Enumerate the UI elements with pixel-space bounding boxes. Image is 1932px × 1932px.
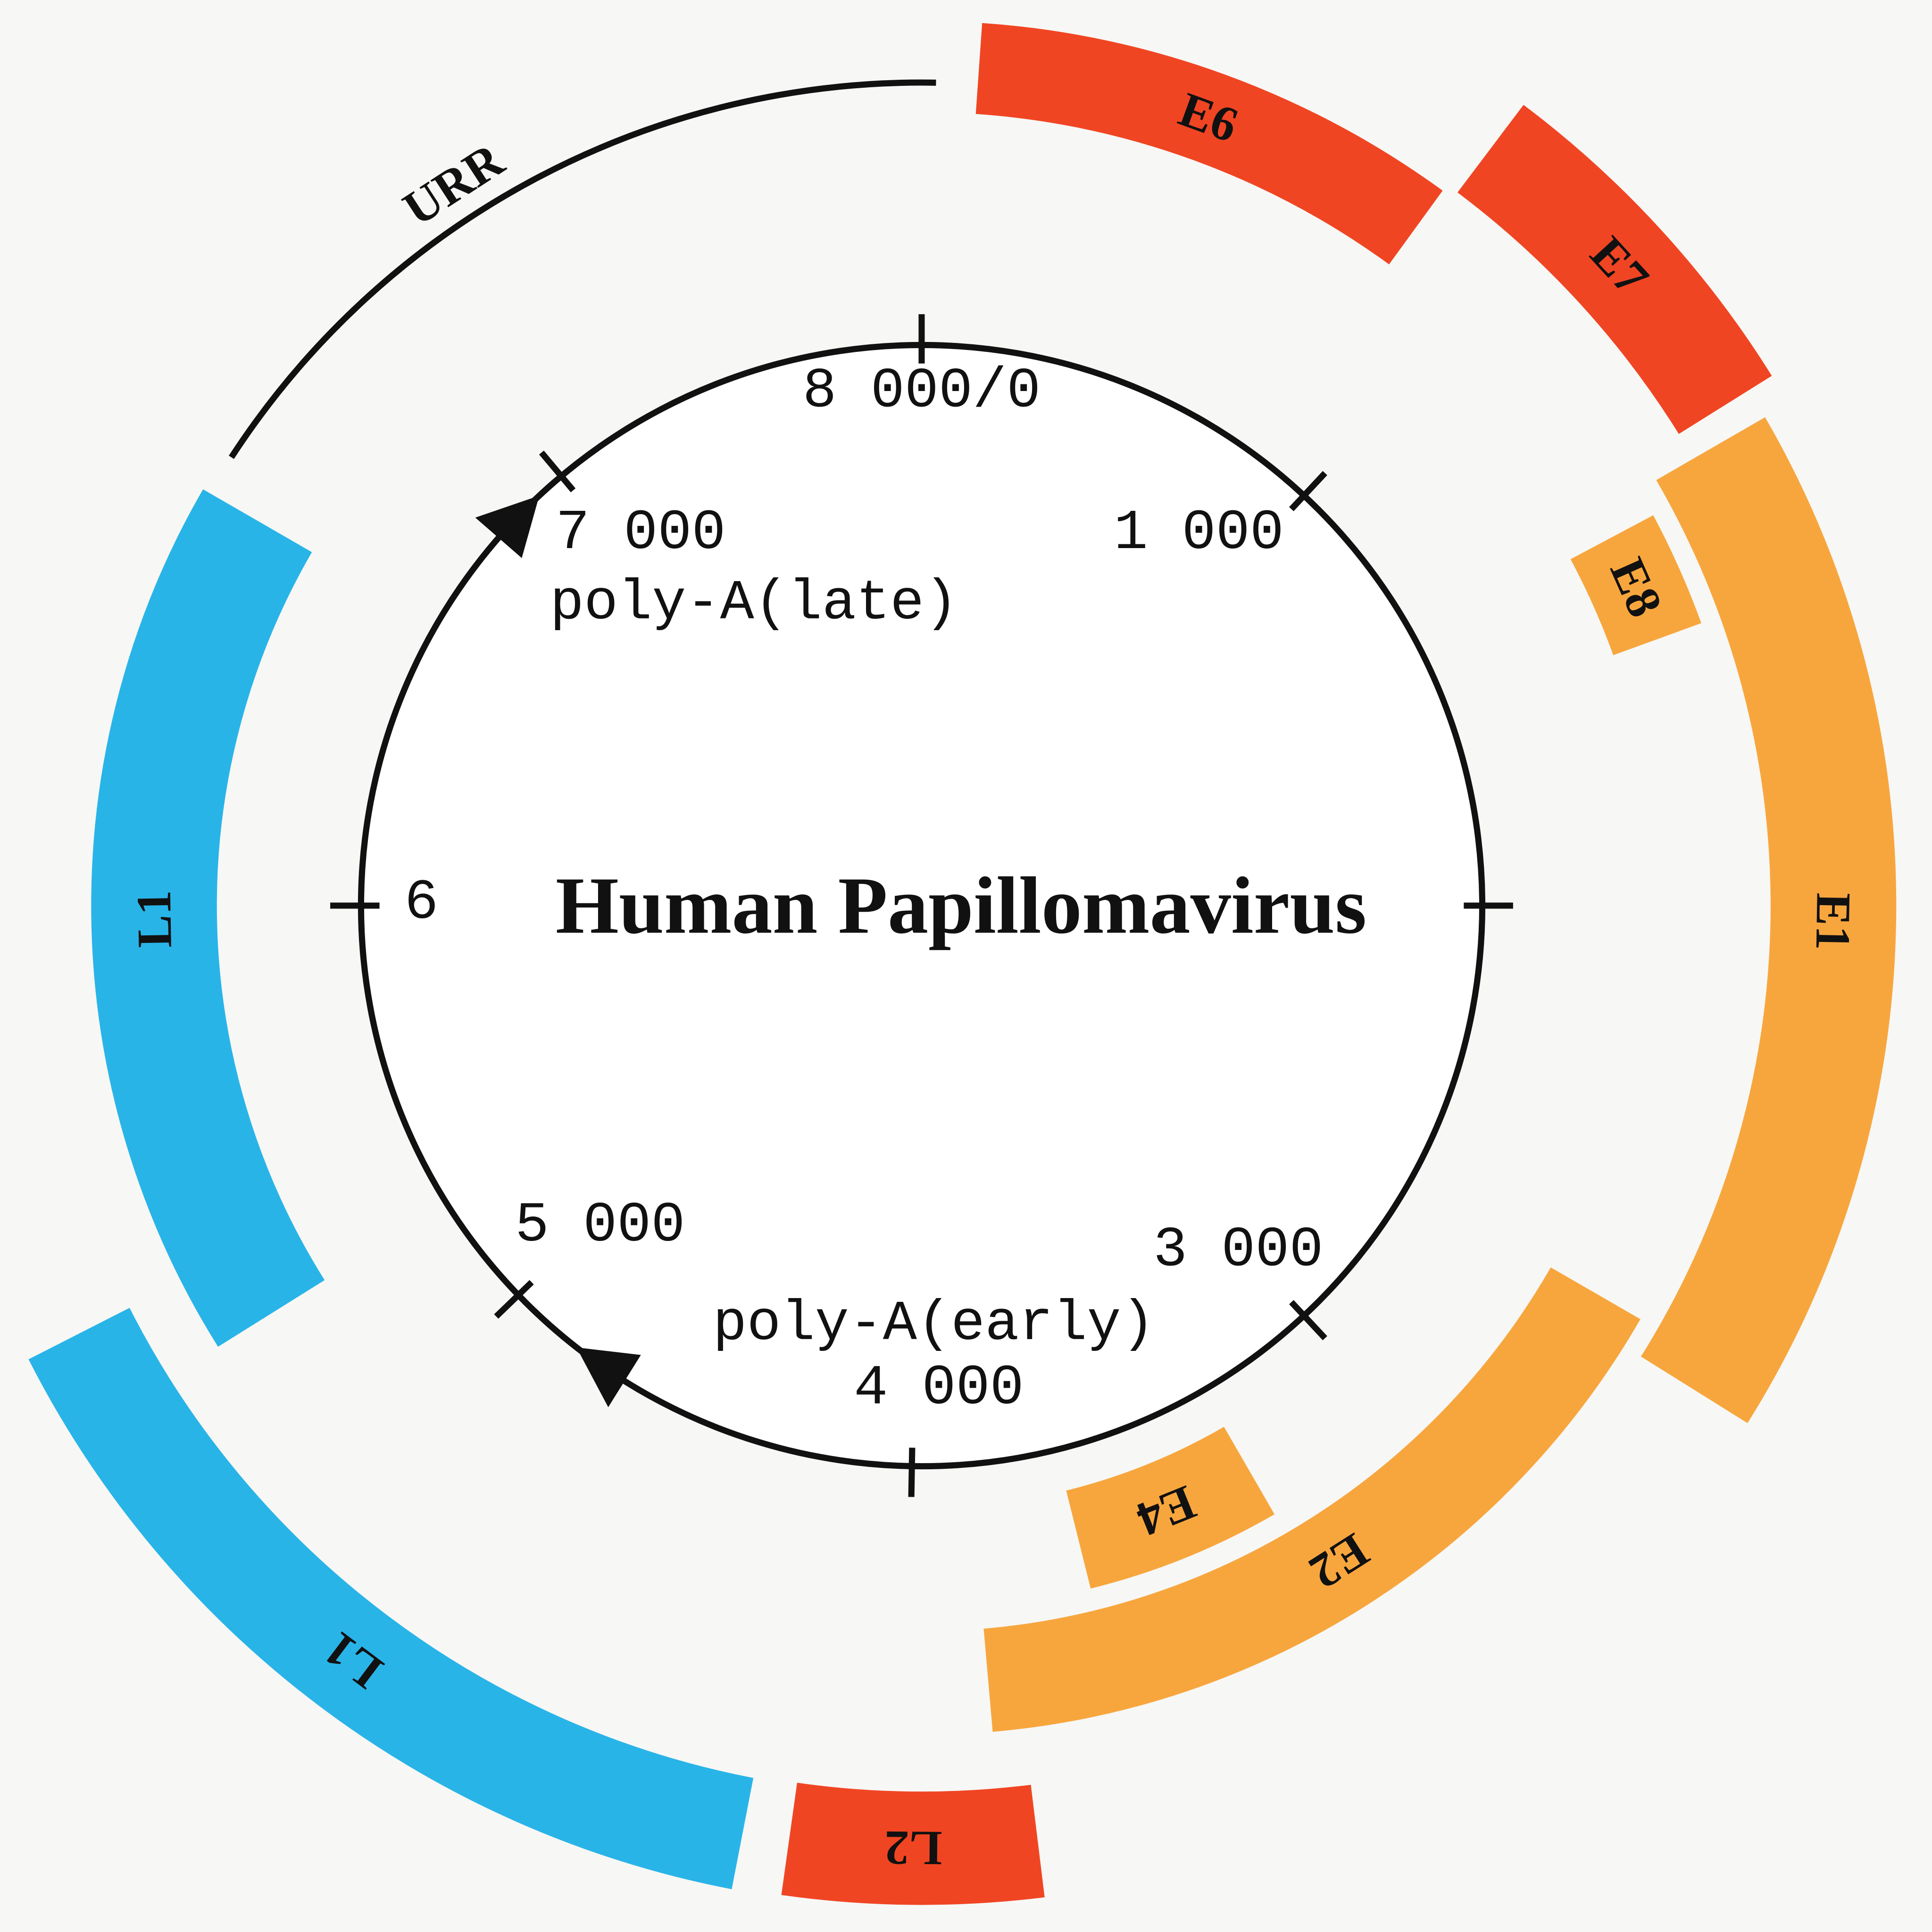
tick-label: 7 000	[556, 501, 726, 566]
tick-mark	[1289, 471, 1327, 511]
direction-arrow	[576, 1347, 641, 1407]
direction-arrow	[475, 495, 540, 558]
gene-block	[28, 1307, 754, 1890]
gene-label: L2	[884, 1821, 942, 1876]
gene-block	[983, 1267, 1641, 1732]
tick-mark	[494, 1280, 534, 1319]
gene-block	[1457, 105, 1772, 434]
gene-block	[91, 489, 325, 1347]
tick-mark	[908, 1448, 916, 1497]
tick-mark	[1289, 1300, 1327, 1341]
tick-label: 6	[404, 871, 438, 935]
urr-arc	[229, 79, 936, 459]
tick-label: 8 000/0	[803, 360, 1041, 424]
gene-label: E1	[1806, 892, 1861, 951]
title: Human Papillomavirus	[556, 861, 1366, 951]
tick-label: 1 000	[1114, 501, 1284, 566]
gene-block	[1570, 515, 1701, 656]
poly-a-label: poly-A(late)	[550, 572, 958, 636]
gene-block	[1066, 1426, 1275, 1589]
poly-a-label: poly-A(early)	[713, 1292, 1155, 1357]
gene-label: L1	[126, 890, 182, 948]
tick-label: 4 000	[854, 1357, 1024, 1421]
gene-block	[781, 1782, 1045, 1905]
tick-mark	[539, 450, 576, 492]
tick-label: 5 000	[515, 1194, 685, 1258]
gene-block	[1641, 417, 1897, 1424]
tick-label: 3 000	[1153, 1218, 1324, 1282]
gene-block	[975, 23, 1443, 265]
